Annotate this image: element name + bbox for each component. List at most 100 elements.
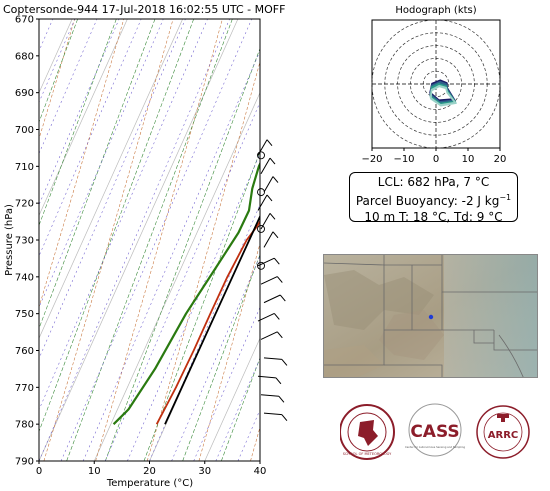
y-tick-label: 690 (15, 88, 34, 99)
mixing-ratio-line (39, 19, 208, 411)
hodograph-tick-label: −10 (393, 154, 414, 165)
y-tick-label: 680 (15, 51, 34, 62)
wind-barb-staff (263, 294, 281, 304)
wind-barb-flag (269, 157, 276, 165)
y-tick-label: 760 (15, 346, 34, 357)
mixing-ratio-line (39, 19, 186, 360)
moist-adiabat (105, 47, 260, 461)
wind-barb-staff (260, 157, 271, 174)
site-marker (428, 314, 434, 320)
surface-text: 10 m T: 18 °C, Td: 9 °C (364, 210, 503, 224)
x-tick-label: 0 (36, 466, 42, 477)
wind-barb-flag (279, 294, 286, 302)
calm-wind-circle (257, 224, 265, 233)
temperature-line (155, 219, 260, 425)
wind-barb-flag (272, 231, 279, 239)
mixing-ratio-line (215, 357, 260, 461)
moist-adiabat (39, 19, 117, 227)
lcl-marker (328, 60, 334, 66)
calm-wind-circle (257, 188, 265, 197)
cass-logo-text: CASS (410, 422, 459, 442)
parcel-line (164, 214, 260, 425)
buoyancy-line: Parcel Buoyancy: -2 J kg−1 (350, 190, 517, 209)
moist-adiabat (143, 150, 260, 461)
mixing-ratio-line (39, 19, 142, 257)
x-tick-label: 20 (143, 466, 156, 477)
dewpoint-line (112, 161, 260, 425)
hodograph-trace (429, 84, 458, 107)
dry-adiabat (39, 19, 125, 309)
wind-barb-staff (263, 357, 282, 360)
school-of-meteorology-logo: SCHOOL OF METEOROLOGY (339, 404, 395, 460)
wind-barb-flag (273, 257, 280, 265)
dry-adiabat (95, 19, 223, 461)
hodograph-tick-label: −20 (361, 154, 382, 165)
logo-row: SCHOOL OF METEOROLOGY CASS Center for Au… (339, 402, 530, 462)
isotherm-line (39, 19, 183, 340)
wind-barb-staff (263, 412, 282, 416)
wind-barb-flag (276, 276, 283, 283)
x-tick-label: 30 (198, 466, 211, 477)
buoyancy-exponent: −1 (499, 193, 512, 202)
wind-barb-staff (260, 213, 271, 230)
y-tick-label: 670 (15, 15, 34, 26)
moist-adiabat (182, 253, 260, 461)
wind-barb-flag (266, 139, 273, 147)
mixing-ratio-line (82, 50, 260, 461)
wind-barb-staff (257, 312, 275, 322)
calm-wind-circle (257, 151, 265, 160)
hodograph-tick-label: 20 (494, 154, 507, 165)
mixing-ratio-line (127, 152, 260, 461)
moist-adiabat (39, 19, 78, 123)
wind-barb-staff (257, 375, 276, 379)
mixing-ratio-line (39, 19, 98, 155)
wind-barb-staff (260, 394, 279, 397)
wind-barb-flag (278, 395, 285, 403)
y-tick-label: 700 (15, 125, 34, 136)
moist-adiabat (39, 19, 194, 433)
mixing-ratio-line (39, 19, 76, 103)
lcl-text: LCL: 682 hPa, 7 °C (377, 175, 490, 189)
y-axis-label: Pressure (hPa) (4, 204, 15, 276)
hodograph-ring (410, 58, 462, 110)
moist-adiabat (39, 19, 156, 330)
y-tick-label: 750 (15, 309, 34, 320)
cass-logo: CASS Center for Autonomous Sensing and S… (405, 403, 465, 457)
buoyancy-text: Parcel Buoyancy: -2 J kg (355, 194, 500, 208)
x-tick-label: 10 (88, 466, 101, 477)
arrc-logo: ARRC (476, 405, 530, 459)
moist-adiabat (221, 357, 260, 461)
wind-barb-flag (276, 331, 283, 339)
arrc-logo-text: ARRC (488, 430, 518, 441)
y-tick-label: 790 (15, 457, 34, 468)
mixing-ratio-line (39, 19, 230, 461)
wind-barb-flag (273, 313, 280, 320)
mixing-ratio-line (105, 101, 260, 461)
wind-barb-flag (281, 359, 288, 366)
dry-adiabat (39, 19, 75, 140)
school-logo-text: SCHOOL OF METEOROLOGY (343, 452, 392, 456)
mixing-ratio-line (39, 19, 120, 206)
mixing-ratio-line (193, 306, 260, 461)
hodograph-tick-label: 10 (462, 154, 475, 165)
mixing-ratio-line (60, 19, 252, 461)
isotherm-line (39, 19, 128, 217)
hodograph-tick-label: 0 (433, 154, 439, 165)
mixing-ratio-line (39, 19, 164, 308)
wind-barb-flag (266, 194, 273, 202)
y-tick-label: 720 (15, 199, 34, 210)
cass-logo-subtext: Center for Autonomous Sensing and Sampli… (405, 445, 465, 449)
y-tick-label: 780 (15, 420, 34, 431)
dry-adiabat (198, 242, 260, 461)
wind-barb-staff (260, 331, 278, 340)
hodograph-title: Hodograph (kts) (395, 5, 476, 16)
moist-adiabat (66, 19, 233, 461)
wind-barb-flag (281, 414, 288, 422)
dry-adiabat (43, 19, 174, 461)
y-tick-label: 730 (15, 236, 34, 247)
wind-barb-flag (272, 176, 279, 183)
hodograph-ring (422, 70, 450, 98)
wind-barb-staff (257, 257, 275, 267)
y-tick-label: 710 (15, 162, 34, 173)
x-tick-label: 40 (254, 466, 267, 477)
